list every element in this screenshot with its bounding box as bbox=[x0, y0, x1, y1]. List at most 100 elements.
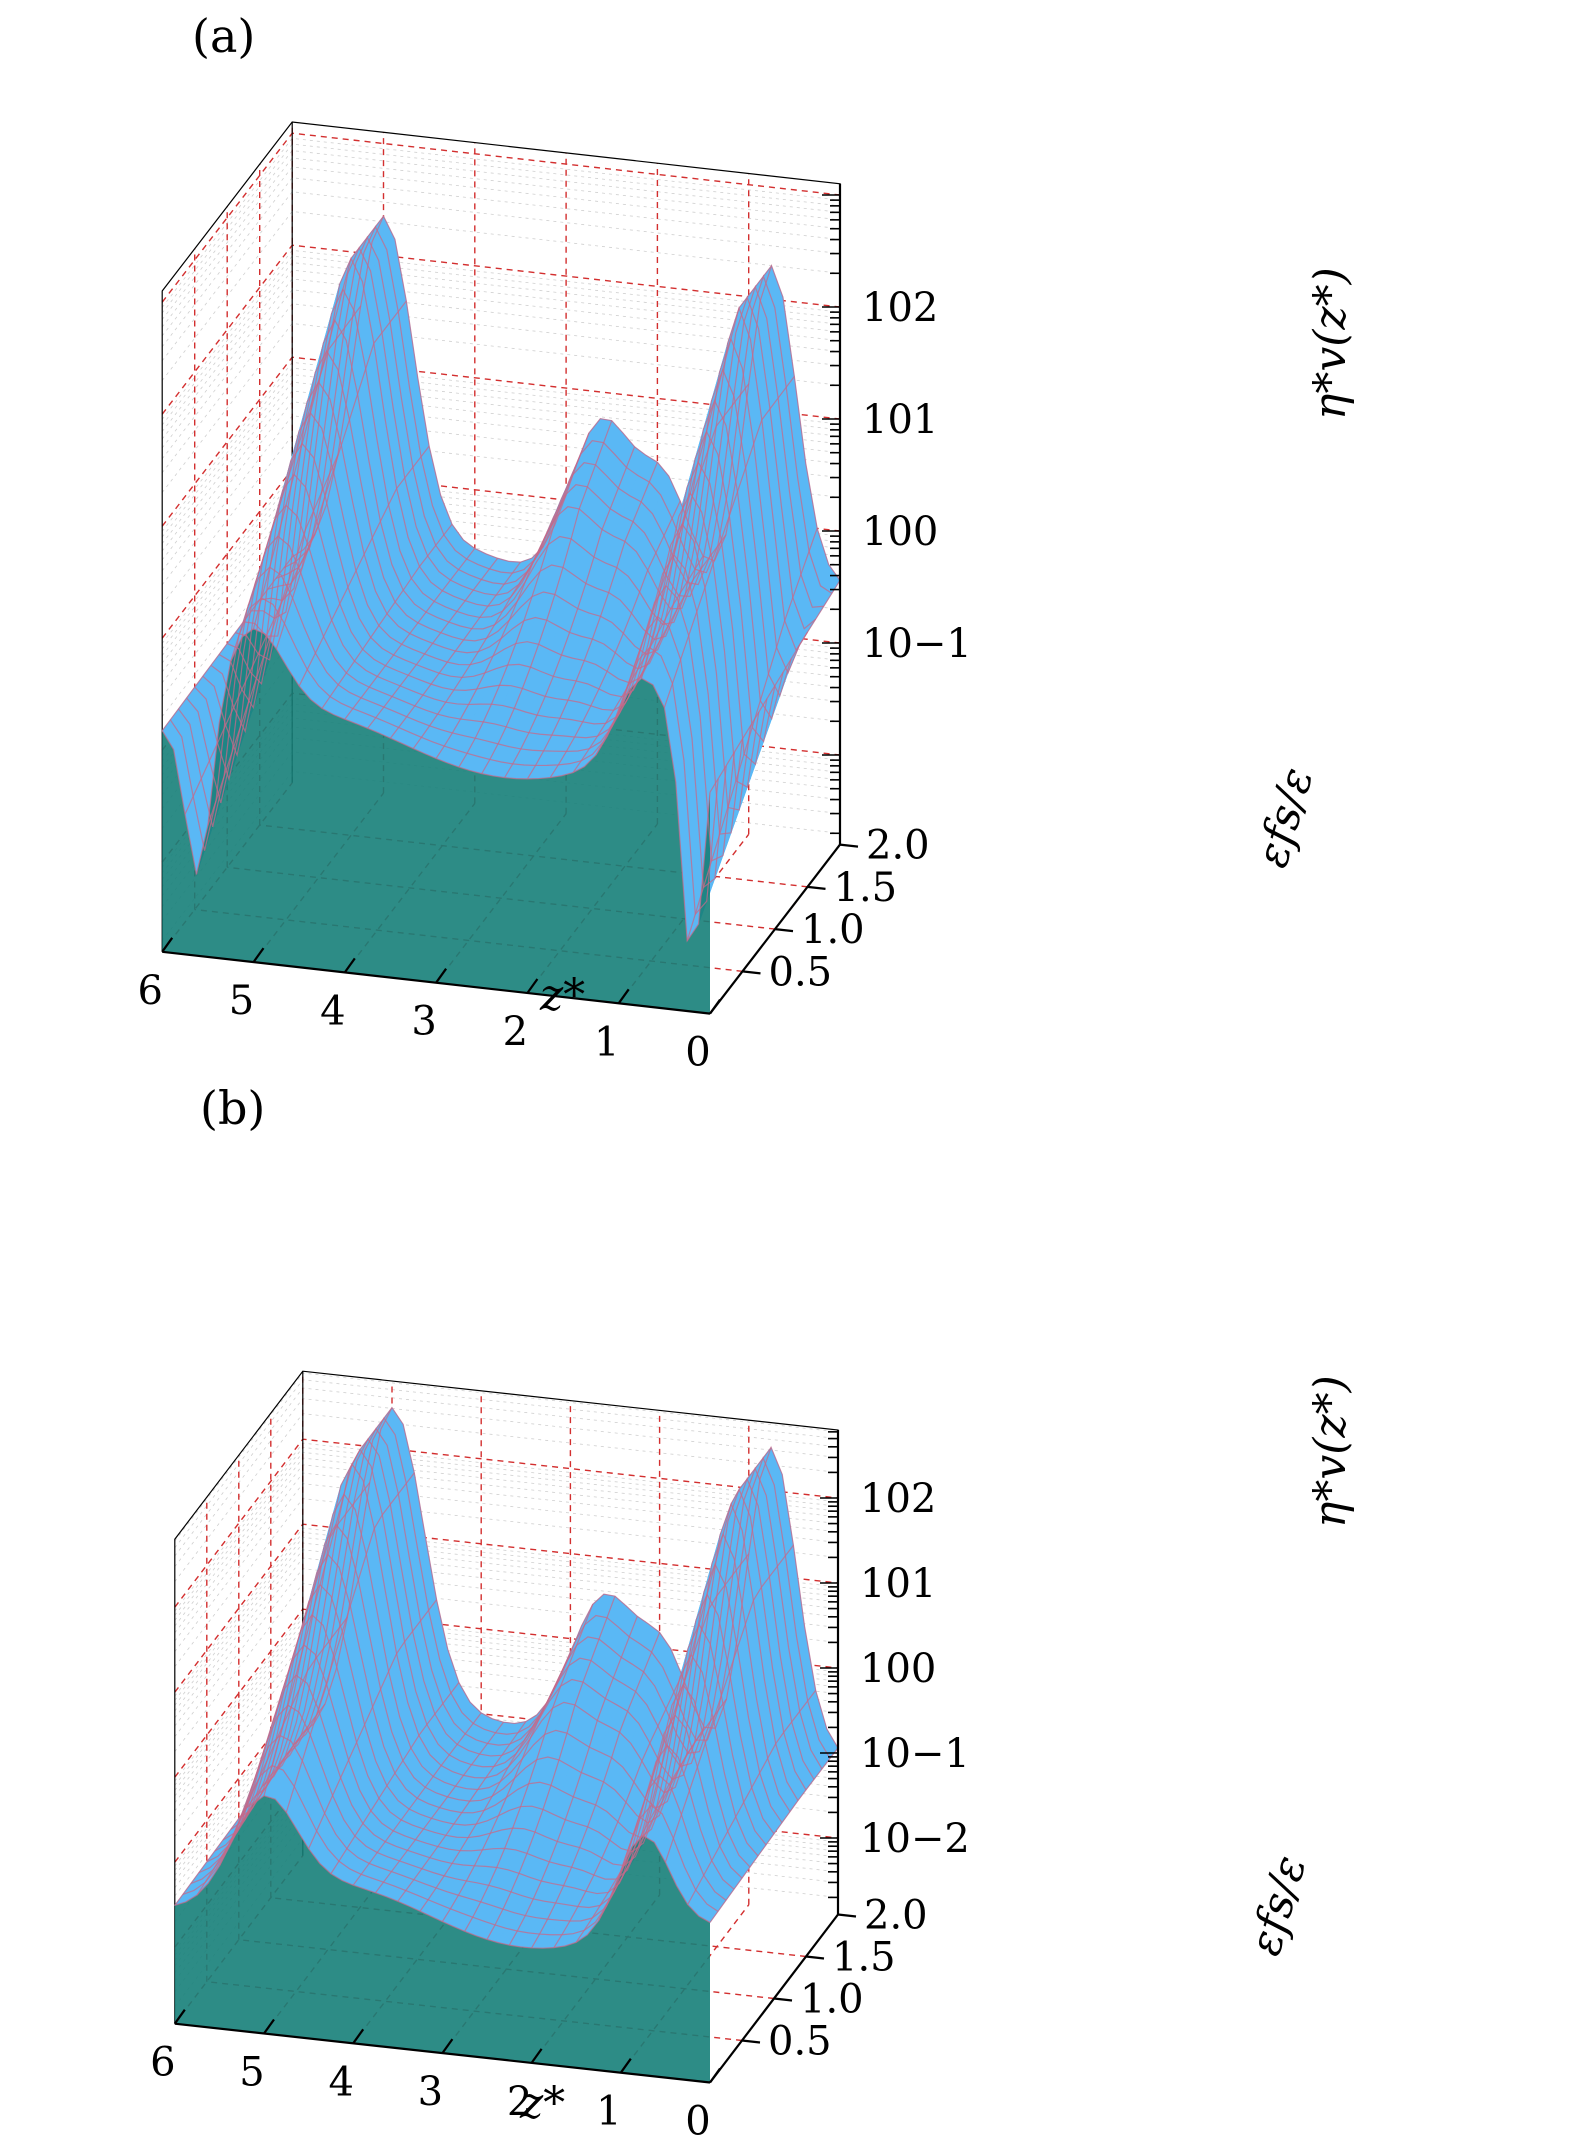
chart-a-mesh-line bbox=[595, 534, 727, 756]
chart-b-mesh-line bbox=[196, 1703, 326, 1896]
chart-a-mesh-line bbox=[663, 376, 795, 708]
chart-b-x-tick bbox=[530, 2048, 543, 2064]
chart-a-mesh-line bbox=[184, 534, 316, 815]
chart-a-mesh-line bbox=[526, 461, 658, 780]
chart-a-z-gridline bbox=[161, 367, 841, 538]
chart-a-x-tick bbox=[161, 937, 174, 953]
chart-a-mesh-line bbox=[230, 305, 362, 662]
chart-b-y-ticks: 0.51.01.52.0 bbox=[741, 1893, 928, 2065]
chart-a-mesh-line bbox=[275, 300, 407, 650]
chart-a-x-tick bbox=[709, 998, 721, 1015]
chart-b-mesh-line bbox=[553, 1674, 683, 1948]
chart-a-z-gridline bbox=[161, 143, 841, 314]
chart-b-surface-front-face bbox=[174, 1795, 711, 2083]
chart-a-mesh-line bbox=[435, 494, 567, 759]
chart-b-mesh-line bbox=[285, 1472, 415, 1813]
chart-b-x-axis-label: z* bbox=[519, 2078, 565, 2129]
chart-a-z-tick-label: 100 bbox=[862, 509, 938, 555]
chart-b-mesh-line bbox=[375, 1721, 504, 1894]
chart-a-z-ticks: 10−1 100 101 102 bbox=[822, 194, 972, 835]
chart-b-mesh-line bbox=[330, 1682, 460, 1875]
chart-b-mesh-line bbox=[464, 1604, 594, 1932]
chart-a-z-gridline bbox=[161, 255, 841, 426]
chart-b-y-tick-label: 0.5 bbox=[768, 2019, 832, 2065]
chart-b-y-tick-label: 1.5 bbox=[832, 1935, 896, 1981]
chart-b-mesh-line bbox=[709, 1747, 839, 1923]
chart-a-x-tick bbox=[343, 957, 356, 974]
chart-a-z-gridline bbox=[161, 303, 841, 474]
chart-b-mesh-line bbox=[642, 1447, 772, 1836]
chart-a-z-gridline bbox=[161, 493, 841, 664]
chart-a-x-tick-label: 2 bbox=[503, 1009, 528, 1055]
chart-a-y-tick-label: 0.5 bbox=[769, 949, 833, 995]
chart-a-z-gridline bbox=[161, 157, 841, 328]
chart-b-mesh-line bbox=[174, 1732, 304, 1906]
chart-a-z-gridline bbox=[161, 262, 841, 432]
chart-b-x-tick bbox=[263, 2018, 275, 2035]
chart-b-z-tick-label: 102 bbox=[860, 1476, 936, 1522]
chart-b-mesh-line bbox=[263, 1407, 393, 1796]
chart-a-z-gridline bbox=[161, 513, 841, 684]
chart-b-x-tick bbox=[619, 2058, 632, 2074]
chart-a-x-axis-label: z* bbox=[539, 970, 585, 1021]
chart-a-mesh-line bbox=[207, 454, 339, 826]
chart-a-z-gridline bbox=[161, 473, 841, 644]
chart-a-z-axis-label: η*v(z*) bbox=[1305, 267, 1356, 420]
chart-b-mesh-line bbox=[441, 1653, 571, 1922]
chart-b-y-tick bbox=[773, 1997, 793, 2002]
chart-a-y-tick-label: 1.5 bbox=[834, 865, 898, 911]
chart-a-mesh-line bbox=[709, 580, 841, 793]
chart-a-z-gridline bbox=[161, 289, 841, 460]
chart-a-z-gridline bbox=[161, 374, 841, 544]
chart-b-mesh-line bbox=[419, 1700, 549, 1912]
chart-a-z-gridline bbox=[161, 435, 841, 605]
chart-panel-a: (a) 6 5 4 3 2 1 0 0.5 1.0 1.5 2.0 10−1 100 101 102 z… bbox=[137, 9, 1356, 1068]
chart-a-mesh-line bbox=[298, 445, 430, 687]
chart-b-z-tick-label: 10−2 bbox=[860, 1816, 970, 1862]
chart-b-z-ticks: 10−2 10−1 100 101 102 bbox=[820, 1431, 970, 1899]
chart-b-y-tick bbox=[805, 1955, 825, 1960]
chart-b-y-tick-label: 1.0 bbox=[800, 1977, 864, 2023]
chart-b-z-tick-label: 10−1 bbox=[860, 1731, 970, 1777]
chart-a-z-gridline bbox=[161, 401, 841, 572]
chart-a-z-gridline bbox=[161, 278, 841, 449]
chart-a-y-tick-label: 2.0 bbox=[866, 823, 930, 869]
chart-b-mesh-line bbox=[241, 1482, 371, 1823]
chart-b-surface bbox=[174, 1406, 839, 2083]
chart-a-mesh-line bbox=[389, 561, 521, 739]
chart-a-svg: (a) 6 5 4 3 2 1 0 0.51.01.52.0 10−1 100 101 102 z… bbox=[137, 9, 1356, 1068]
chart-a-x-tick bbox=[435, 968, 447, 984]
chart-a-mesh-line bbox=[618, 383, 750, 712]
chart-a-z-gridline bbox=[161, 249, 841, 420]
chart-a-x-ticks: 6 5 4 3 2 1 0 bbox=[137, 937, 721, 1068]
chart-a-z-gridline bbox=[161, 211, 841, 381]
chart-b-x-tick-label: 6 bbox=[150, 2040, 175, 2086]
chart-b-x-ticks: 6 5 4 3 2 1 0 bbox=[150, 2009, 721, 2136]
chart-a-y-axis-label: εfs/ε bbox=[1247, 762, 1324, 873]
chart-b-x-tick-label: 1 bbox=[596, 2089, 621, 2135]
chart-a-x-tick bbox=[526, 978, 539, 994]
chart-a-z-gridline bbox=[161, 502, 841, 673]
chart-a-mesh-line bbox=[686, 528, 818, 942]
chart-a-mesh-line bbox=[549, 500, 681, 778]
chart-a-z-gridline bbox=[161, 486, 841, 656]
chart-a-z-gridline bbox=[161, 547, 841, 717]
chart-a-y-tick bbox=[807, 885, 826, 890]
chart-b-mesh-line bbox=[308, 1599, 438, 1849]
chart-b-mesh-line bbox=[352, 1712, 482, 1886]
chart-b-x-tick-label: 5 bbox=[239, 2050, 264, 2096]
chart-a-x-tick bbox=[252, 947, 265, 963]
chart-a-z-gridline bbox=[161, 527, 841, 698]
chart-a-mesh-line bbox=[161, 556, 293, 732]
chart-a-z-gridline bbox=[161, 323, 841, 493]
chart-b-y-tick bbox=[837, 1913, 857, 1918]
chart-a-mesh-line bbox=[344, 548, 476, 720]
chart-a-x-tick-label: 1 bbox=[594, 1019, 619, 1065]
chart-b-mesh-line bbox=[486, 1596, 616, 1940]
chart-a-z-gridline bbox=[161, 269, 841, 440]
chart-a-x-tick-label: 6 bbox=[137, 968, 162, 1014]
chart-b-mesh-line bbox=[687, 1689, 817, 1905]
chart-a-y-tick bbox=[742, 970, 761, 975]
chart-b-x-tick-label: 0 bbox=[685, 2099, 710, 2136]
